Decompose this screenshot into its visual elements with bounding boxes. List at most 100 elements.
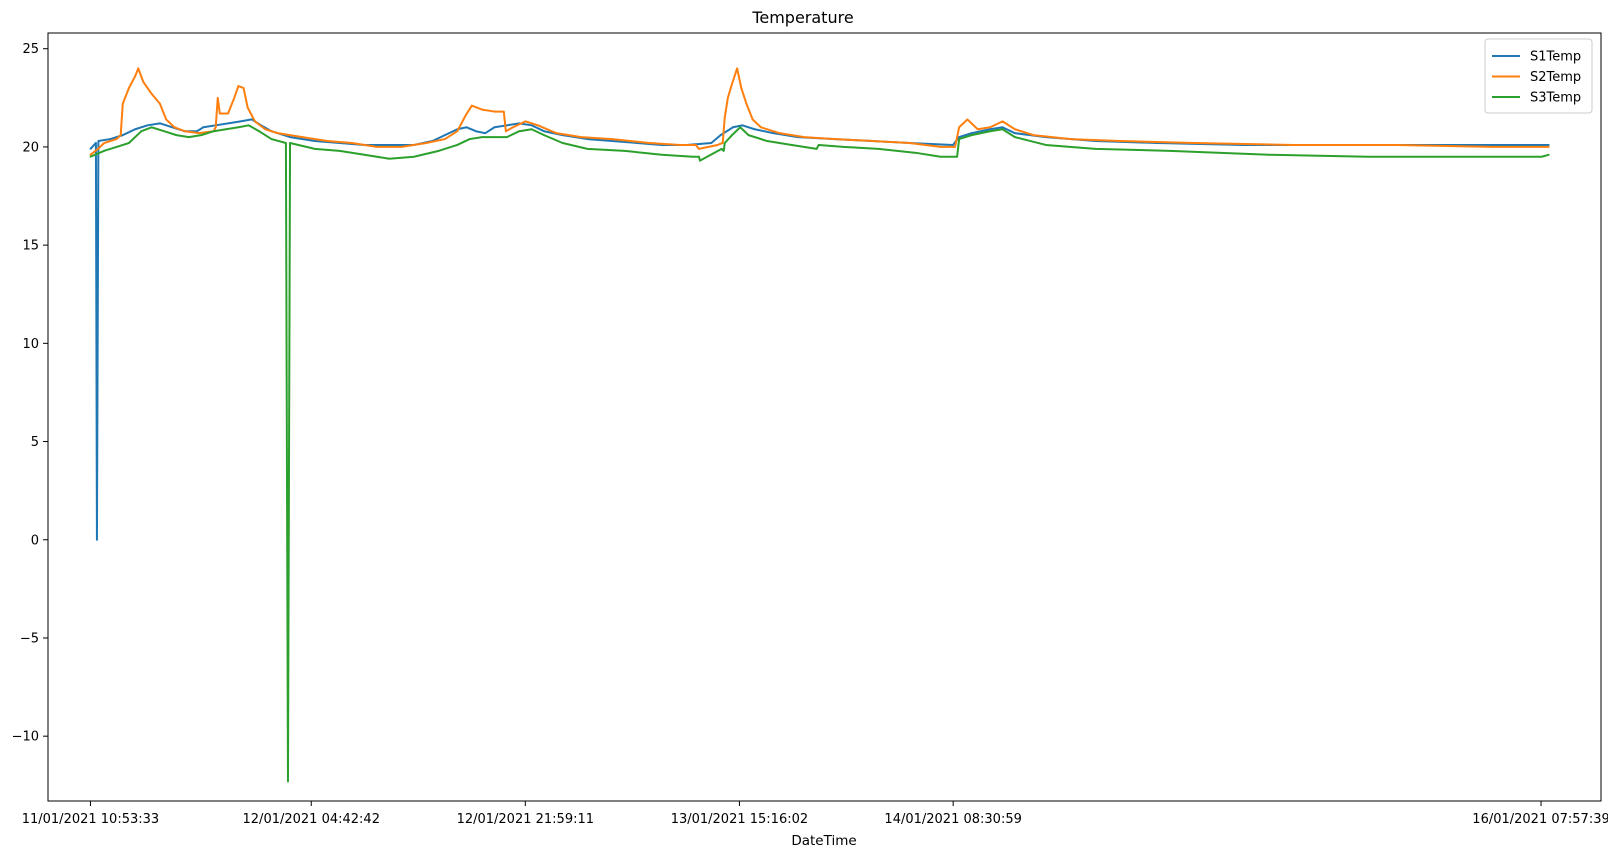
data-point [134, 128, 137, 131]
data-point [966, 118, 969, 121]
data-point [956, 155, 958, 158]
data-point [115, 146, 118, 148]
data-point [1044, 144, 1047, 146]
data-point [660, 153, 663, 156]
data-point [444, 138, 446, 140]
data-point [952, 144, 954, 146]
data-point [276, 132, 279, 135]
chart-title: Temperature [751, 8, 853, 27]
data-point [264, 128, 267, 131]
data-point [239, 120, 242, 123]
data-point [908, 142, 911, 144]
data-point [481, 136, 483, 139]
data-point [444, 134, 446, 137]
data-point [736, 67, 739, 70]
data-point [543, 134, 545, 137]
data-point [216, 96, 219, 99]
data-point [313, 147, 316, 150]
data-point [698, 155, 700, 158]
data-point [1032, 134, 1035, 137]
x-axis-title: DateTime [791, 833, 856, 849]
data-point [1292, 144, 1295, 146]
data-point [121, 134, 124, 137]
data-point [258, 130, 260, 133]
data-point [1001, 128, 1004, 131]
data-point [338, 149, 341, 152]
data-point [115, 138, 118, 140]
data-point [1001, 126, 1004, 129]
data-point [254, 120, 256, 123]
data-point [493, 126, 496, 129]
data-point [536, 124, 539, 127]
data-point [103, 142, 106, 144]
data-point [242, 87, 245, 89]
data-point [313, 140, 316, 142]
data-point [524, 120, 527, 123]
data-point [970, 134, 973, 137]
data-point [227, 122, 229, 125]
data-point [1069, 138, 1072, 140]
data-point [89, 153, 92, 156]
data-point [710, 142, 713, 144]
data-point [202, 126, 205, 129]
data-point [1391, 144, 1394, 146]
data-point [375, 146, 378, 148]
data-point [723, 142, 726, 144]
data-point [351, 142, 353, 144]
data-point [989, 128, 992, 131]
data-point [1119, 140, 1122, 142]
series-line [89, 118, 1549, 541]
data-point [747, 134, 750, 137]
data-point [939, 155, 942, 158]
data-point [225, 128, 227, 131]
data-point [109, 138, 112, 140]
data-point [437, 149, 440, 152]
data-point [914, 151, 917, 154]
data-point [89, 155, 92, 158]
data-point [970, 132, 973, 135]
data-point [778, 132, 781, 135]
data-point [1014, 132, 1016, 135]
data-point [741, 124, 744, 127]
data-point [691, 155, 694, 158]
data-point [504, 130, 507, 133]
data-point [246, 106, 249, 109]
data-point [739, 126, 742, 129]
data-point [842, 146, 845, 148]
data-point [1367, 155, 1369, 158]
data-point [726, 96, 729, 99]
data-point [1168, 149, 1171, 152]
data-point [716, 144, 719, 146]
data-point [1540, 155, 1543, 158]
data-point [759, 126, 762, 129]
data-point [400, 146, 403, 148]
data-point [561, 142, 564, 144]
data-point [877, 147, 880, 150]
data-point [958, 136, 961, 139]
data-point [425, 142, 428, 144]
data-point [159, 122, 161, 125]
data-point [214, 126, 217, 129]
data-point [722, 149, 725, 152]
data-point [648, 142, 651, 144]
data-point [1491, 146, 1493, 148]
data-point [723, 116, 726, 119]
y-axis: 25 20 15 10 5 0 −5 −10 [12, 42, 48, 745]
data-point [128, 142, 130, 144]
legend-label: S2Temp [1530, 70, 1581, 85]
y-tick-label: 15 [22, 239, 39, 254]
x-tick-label: 12/01/2021 04:42:42 [243, 812, 380, 827]
x-tick-label: 12/01/2021 21:59:11 [457, 812, 594, 827]
data-point [475, 130, 477, 133]
data-point [121, 102, 124, 105]
data-point [140, 130, 143, 133]
data-point [611, 140, 614, 142]
data-point [1540, 144, 1543, 146]
y-tick-label: 0 [31, 533, 39, 548]
y-tick-label: 25 [22, 42, 39, 57]
data-point [719, 134, 722, 137]
data-point [732, 126, 734, 129]
data-point [173, 126, 176, 129]
data-point [159, 102, 161, 105]
